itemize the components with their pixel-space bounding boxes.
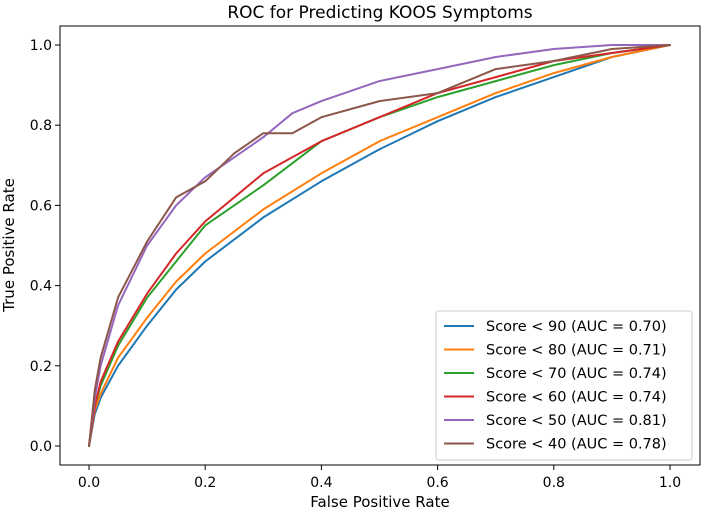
x-tick-label: 0.2 [194,475,216,491]
legend: Score < 90 (AUC = 0.70) Score < 80 (AUC =… [435,310,693,461]
y-tick-label: 0.2 [30,359,52,375]
legend-entry: Score < 80 (AUC = 0.71) [486,343,667,359]
y-tick-label: 0.8 [30,118,52,134]
roc-series-line-2 [88,44,671,447]
y-tick-label: 0.0 [30,439,52,455]
roc-series-line-4 [88,44,671,447]
legend-entry: Score < 90 (AUC = 0.70) [486,319,667,335]
y-axis-label: True Positive Rate [0,178,18,313]
x-axis-label: False Positive Rate [310,493,449,511]
x-tick-label: 1.0 [659,475,681,491]
legend-entry: Score < 40 (AUC = 0.78) [486,437,667,453]
y-tick-label: 1.0 [30,38,52,54]
y-axis-ticks: 0.0 0.2 0.4 0.6 0.8 1.0 [30,38,60,455]
x-tick-label: 0.8 [543,475,565,491]
roc-series-line-3 [88,44,671,447]
roc-series-line-0 [88,44,671,447]
roc-series-line-1 [88,44,671,447]
series-layer [88,44,671,447]
x-tick-label: 0.0 [78,475,100,491]
roc-series-line-5 [88,44,671,447]
x-tick-label: 0.4 [310,475,332,491]
y-tick-label: 0.6 [30,198,52,214]
legend-box [435,310,693,461]
plot-frame [59,25,701,466]
x-tick-label: 0.6 [426,475,448,491]
legend-entry: Score < 50 (AUC = 0.81) [486,413,667,429]
legend-entry: Score < 70 (AUC = 0.74) [486,366,667,382]
y-tick-label: 0.4 [30,279,52,295]
chart-title: ROC for Predicting KOOS Symptoms [227,3,532,23]
legend-entry: Score < 60 (AUC = 0.74) [486,390,667,406]
x-axis-ticks: 0.0 0.2 0.4 0.6 0.8 1.0 [78,465,681,491]
